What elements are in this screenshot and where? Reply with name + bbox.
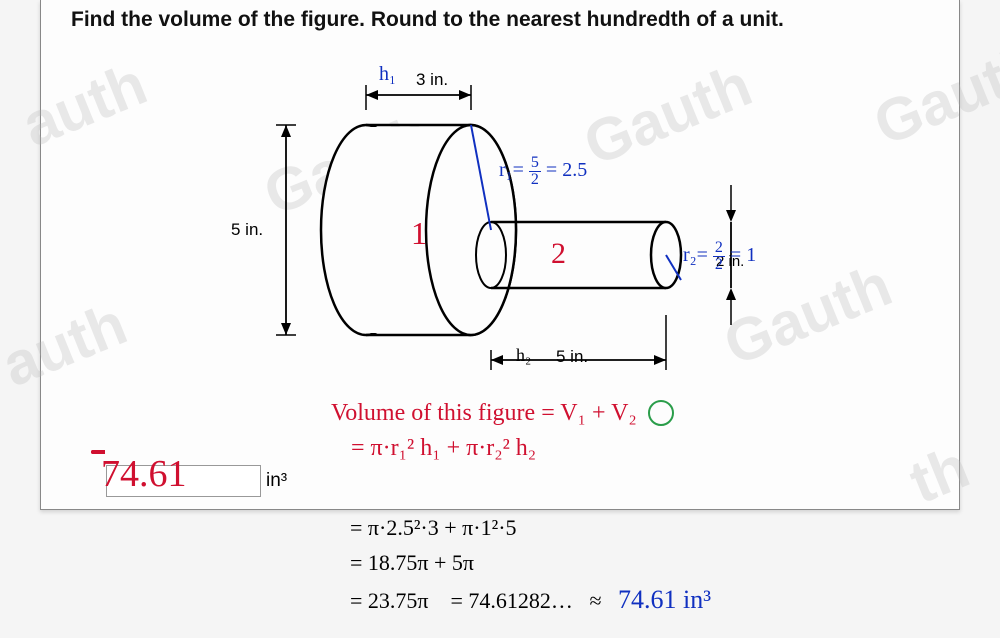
r2-eq: = 1	[730, 244, 756, 266]
cylinder-2-label: 2	[551, 237, 566, 271]
r1-num: 5	[529, 155, 541, 172]
diameter-label: 5 in.	[231, 220, 263, 240]
watermark: Gauth	[864, 30, 1000, 159]
r2-annotation: r₂= 22 = 1	[683, 240, 756, 273]
r1-text: r₁=	[499, 159, 524, 181]
watermark: auth	[13, 49, 156, 160]
r2-num: 2	[713, 240, 725, 257]
answer-bracket	[91, 450, 105, 454]
h2-dim-label: 5 in.	[556, 347, 588, 367]
r1-den: 2	[529, 172, 541, 188]
work-5b: = 74.61282…	[451, 588, 573, 613]
work-line-1: Volume of this figure = V₁ + V₂	[331, 400, 637, 427]
work-line-5: = 23.75π = 74.61282… ≈ 74.61 in³	[350, 585, 711, 615]
work-line-3: = π·2.5²·3 + π·1²·5	[350, 515, 517, 541]
r1-annotation: r₁= 52 = 2.5	[499, 155, 587, 188]
watermark: th	[900, 432, 978, 517]
figure-diagram: 3 in. 5 in. 2 in. 5 in. h₁ r₁= 52 = 2.5 …	[221, 55, 841, 375]
answer-unit: in³	[266, 470, 287, 492]
work-line-2: = π·r₁² h₁ + π·r₂² h₂	[351, 435, 536, 462]
cylinder-1-label: 1	[411, 215, 427, 252]
question-text: Find the volume of the figure. Round to …	[71, 8, 784, 32]
work-line-4: = 18.75π + 5π	[350, 550, 474, 576]
worksheet-page: auth Gauth Gauth Gauth auth Gauth th Fin…	[40, 0, 960, 510]
r2-den: 2	[713, 257, 725, 273]
work-approx: ≈	[589, 588, 601, 613]
r1-eq: = 2.5	[546, 159, 587, 181]
h2-annotation: h₂	[516, 345, 531, 366]
r2-text: r₂=	[683, 244, 708, 266]
final-answer-blue: 74.61 in³	[618, 585, 711, 614]
answer-written: 74.61	[101, 452, 187, 496]
watermark: auth	[0, 289, 136, 400]
work-5a: = 23.75π	[350, 588, 429, 613]
h1-annotation: h₁	[379, 63, 396, 86]
circle-annotation-icon	[646, 398, 676, 428]
h1-dim-label: 3 in.	[416, 70, 448, 90]
